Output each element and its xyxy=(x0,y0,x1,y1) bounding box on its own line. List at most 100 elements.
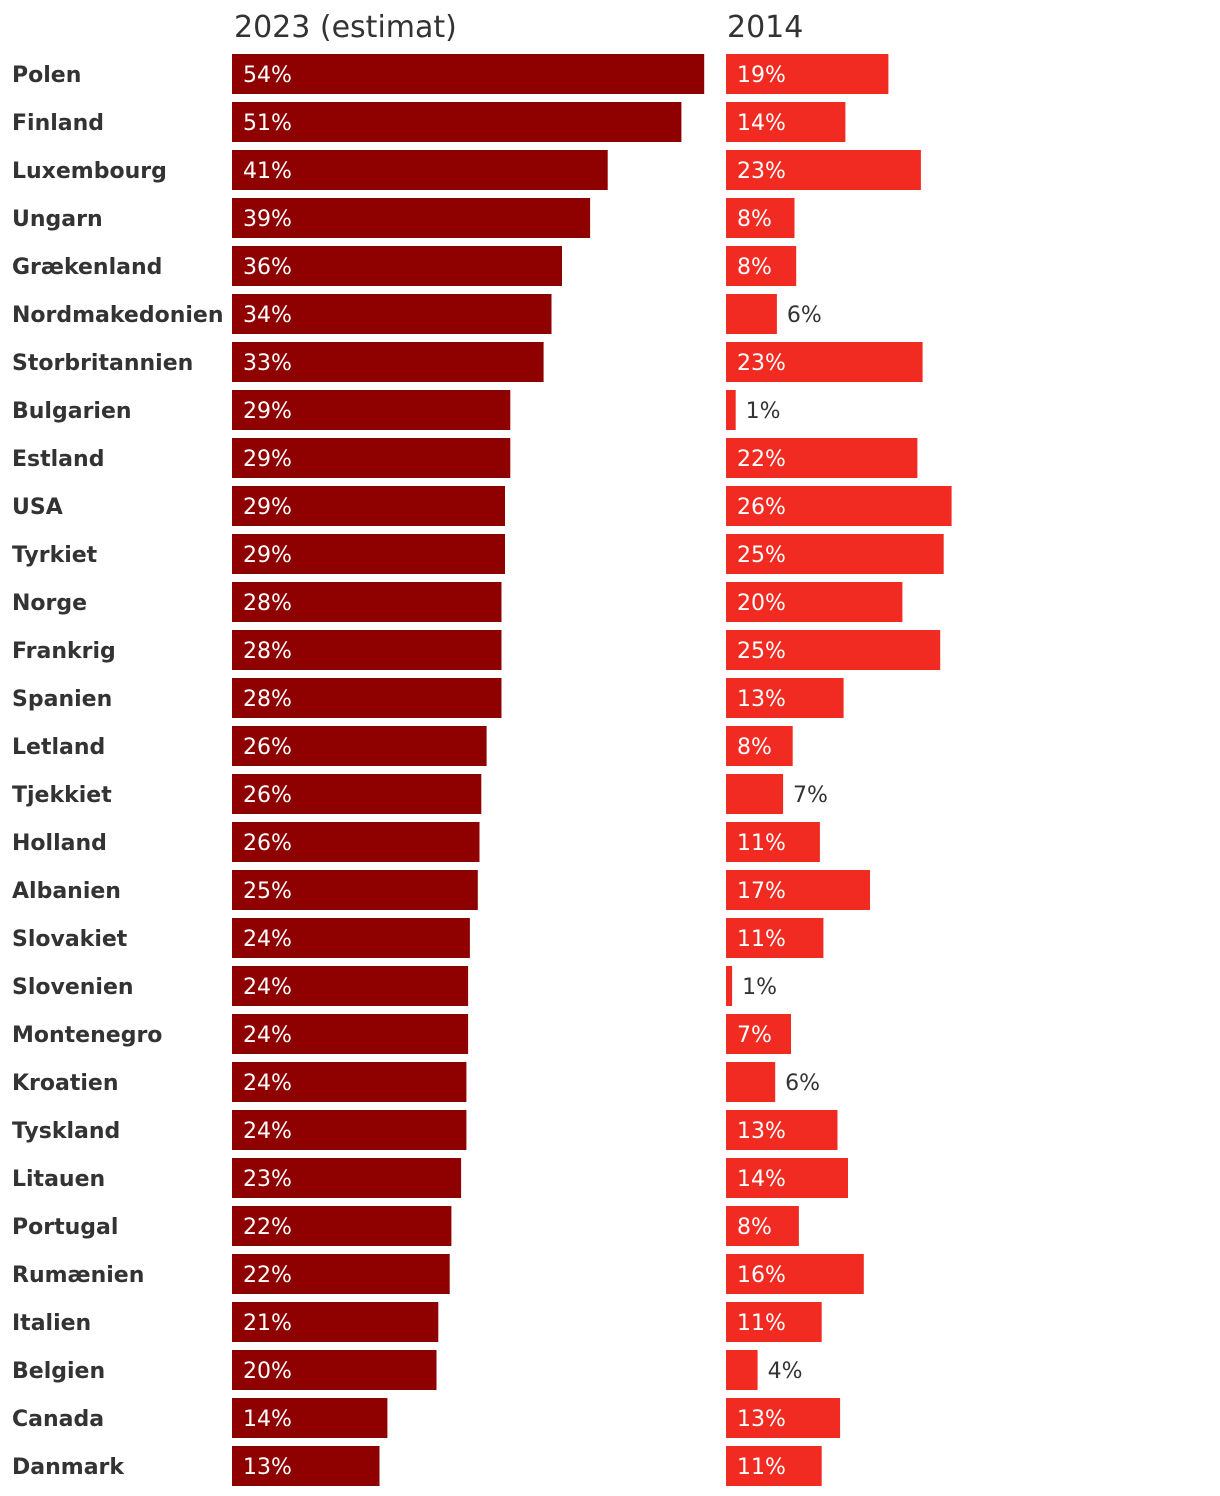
country-label: Kroatien xyxy=(12,1071,119,1096)
data-label-2023: 28% xyxy=(243,687,292,712)
country-label: Tyskland xyxy=(12,1119,120,1144)
bar-2014 xyxy=(726,1158,848,1198)
bar-2014 xyxy=(726,534,944,574)
data-label-2014: 17% xyxy=(737,879,786,904)
data-label-2014: 14% xyxy=(737,111,786,136)
bar-2014 xyxy=(726,582,903,622)
data-label-2014: 13% xyxy=(737,1407,786,1432)
data-label-2023: 13% xyxy=(243,1455,292,1480)
country-label: Holland xyxy=(12,831,107,856)
data-label-2023: 24% xyxy=(243,1071,292,1096)
data-label-2014: 20% xyxy=(737,591,786,616)
country-label: Grækenland xyxy=(12,255,162,280)
data-label-2014: 8% xyxy=(737,1215,772,1240)
bar-2023 xyxy=(232,1302,439,1342)
bar-2014 xyxy=(726,822,820,862)
data-label-2014: 6% xyxy=(785,1071,820,1096)
data-label-2014: 26% xyxy=(737,495,786,520)
bar-2014 xyxy=(726,390,736,430)
bar-2023 xyxy=(232,726,487,766)
bar-2023 xyxy=(232,678,502,718)
data-label-2023: 24% xyxy=(243,1119,292,1144)
data-label-2023: 21% xyxy=(243,1311,292,1336)
data-label-2023: 54% xyxy=(243,63,292,88)
bar-2023 xyxy=(232,54,705,94)
bar-2023 xyxy=(232,774,482,814)
data-label-2023: 25% xyxy=(243,879,292,904)
bar-2014 xyxy=(726,1014,791,1054)
bar-2014 xyxy=(726,870,870,910)
bar-2014 xyxy=(726,54,889,94)
column-title-2023: 2023 (estimat) xyxy=(234,10,457,45)
bar-2023 xyxy=(232,150,608,190)
data-label-2014: 1% xyxy=(746,399,781,424)
data-label-2023: 14% xyxy=(243,1407,292,1432)
bar-2023 xyxy=(232,582,502,622)
bar-2014 xyxy=(726,1350,758,1390)
country-label: Frankrig xyxy=(12,639,116,664)
data-label-2014: 8% xyxy=(737,255,772,280)
bar-2014 xyxy=(726,486,952,526)
data-label-2023: 29% xyxy=(243,399,292,424)
data-label-2014: 19% xyxy=(737,63,786,88)
bar-2014 xyxy=(726,726,793,766)
data-label-2023: 29% xyxy=(243,447,292,472)
bar-2023 xyxy=(232,486,505,526)
country-label: USA xyxy=(12,495,63,520)
bar-2023 xyxy=(232,246,562,286)
data-label-2023: 24% xyxy=(243,927,292,952)
bar-2014 xyxy=(726,1206,799,1246)
country-label: Tyrkiet xyxy=(12,543,98,568)
data-label-2014: 6% xyxy=(787,303,822,328)
column-title-2014: 2014 xyxy=(727,10,803,45)
bar-2014 xyxy=(726,246,797,286)
bar-2023 xyxy=(232,822,480,862)
bar-2014 xyxy=(726,966,733,1006)
bar-2014 xyxy=(726,1398,841,1438)
bar-2023 xyxy=(232,1110,467,1150)
data-label-2023: 20% xyxy=(243,1359,292,1384)
country-label: Polen xyxy=(12,63,81,88)
bar-2023 xyxy=(232,1254,450,1294)
country-label: Estland xyxy=(12,447,104,472)
country-label: Slovenien xyxy=(12,975,134,1000)
data-label-2023: 22% xyxy=(243,1215,292,1240)
bar-2014 xyxy=(726,1110,838,1150)
bar-2023 xyxy=(232,630,502,670)
bar-2023 xyxy=(232,1062,467,1102)
data-label-2014: 11% xyxy=(737,927,786,952)
country-label: Nordmakedonien xyxy=(12,303,224,328)
country-label: Ungarn xyxy=(12,207,103,232)
country-label: Slovakiet xyxy=(12,927,128,952)
bar-2014 xyxy=(726,1062,776,1102)
chart-rows: Polen 54% 19% Finland 51% 14% Luxembourg 41% 23%… xyxy=(12,54,952,1486)
country-label: Spanien xyxy=(12,687,112,712)
data-label-2014: 4% xyxy=(768,1359,803,1384)
country-label: Belgien xyxy=(12,1359,105,1384)
country-label: Canada xyxy=(12,1407,104,1432)
data-label-2023: 36% xyxy=(243,255,292,280)
bar-2014 xyxy=(726,774,784,814)
bar-2014 xyxy=(726,1446,822,1486)
data-label-2014: 23% xyxy=(737,159,786,184)
bar-2023 xyxy=(232,918,470,958)
bar-2023 xyxy=(232,1446,380,1486)
bar-2023 xyxy=(232,1014,469,1054)
bar-2023 xyxy=(232,966,469,1006)
bar-2014 xyxy=(726,678,844,718)
country-label: Finland xyxy=(12,111,104,136)
data-label-2014: 14% xyxy=(737,1167,786,1192)
bar-2023 xyxy=(232,102,682,142)
data-label-2023: 28% xyxy=(243,591,292,616)
data-label-2023: 26% xyxy=(243,831,292,856)
data-label-2023: 41% xyxy=(243,159,292,184)
data-label-2023: 22% xyxy=(243,1263,292,1288)
bar-2014 xyxy=(726,438,918,478)
data-label-2023: 51% xyxy=(243,111,292,136)
country-label: Danmark xyxy=(12,1455,125,1480)
bar-2014 xyxy=(726,1254,864,1294)
data-label-2014: 25% xyxy=(737,639,786,664)
data-label-2014: 11% xyxy=(737,1455,786,1480)
bar-2014 xyxy=(726,198,795,238)
